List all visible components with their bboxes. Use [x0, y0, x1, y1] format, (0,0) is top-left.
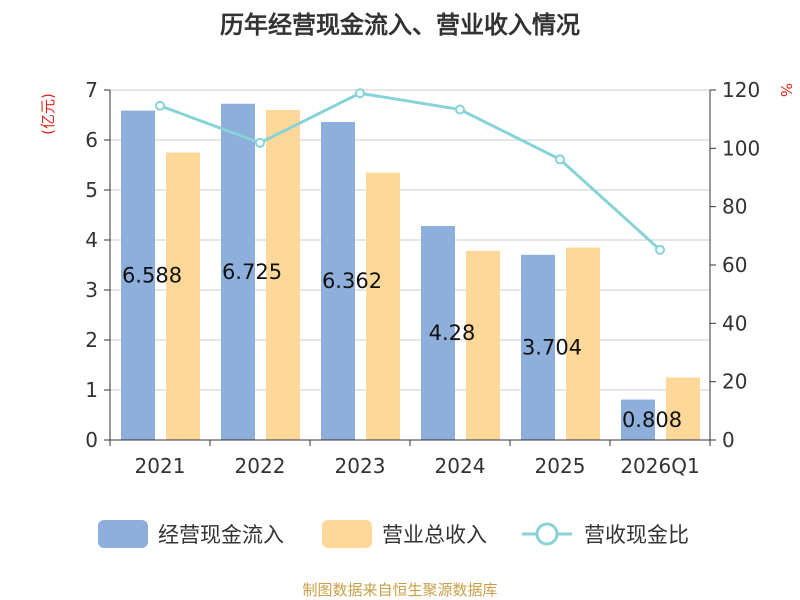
left-tick-label: 7	[85, 78, 98, 102]
legend-swatch	[98, 520, 148, 548]
line-point	[655, 244, 665, 255]
ratio-line	[155, 88, 665, 255]
legend-marker	[535, 522, 559, 546]
right-tick-label: 80	[722, 195, 747, 219]
axes: 0 1 2 3 4 5 6 7 0 20 40 60 80 100 120 2021 2022 2023 2024 2…	[85, 78, 760, 478]
legend-label: 营收现金比	[584, 523, 689, 547]
bar	[466, 251, 500, 440]
bar	[621, 399, 655, 440]
bars	[121, 103, 700, 441]
bar-value-label: 6.725	[222, 260, 282, 284]
source-note: 制图数据来自恒生聚源数据库	[302, 581, 497, 599]
right-tick-label: 60	[722, 253, 747, 277]
ratio-line-path	[159, 91, 662, 251]
x-tick-label: 2022	[235, 454, 286, 478]
right-tick-label: 120	[722, 78, 760, 102]
right-tick-label: 100	[722, 136, 760, 160]
line-point	[255, 137, 265, 148]
data-labels: 6.588 6.725 6.362 4.28 3.704 0.808	[122, 260, 682, 432]
left-tick-label: 3	[85, 278, 98, 302]
left-axis-unit: (亿元)	[39, 93, 57, 135]
bar-value-label: 4.28	[429, 321, 476, 345]
left-tick-label: 1	[85, 378, 98, 402]
left-tick-label: 2	[85, 328, 98, 352]
line-point	[555, 154, 565, 165]
left-tick-label: 5	[85, 178, 98, 202]
right-axis-unit: %	[777, 83, 795, 97]
bar-value-label: 0.808	[622, 408, 682, 432]
bar	[321, 121, 355, 441]
bar-value-label: 6.588	[122, 263, 182, 287]
left-tick-label: 6	[85, 128, 98, 152]
bar-value-label: 3.704	[522, 335, 582, 359]
left-tick-label: 4	[85, 228, 98, 252]
bar	[221, 103, 255, 440]
x-tick-label: 2021	[135, 454, 186, 478]
x-tick-label: 2025	[535, 454, 586, 478]
line-point	[455, 104, 465, 115]
bar-value-label: 6.362	[322, 269, 382, 293]
bar	[366, 172, 400, 440]
bar	[121, 110, 155, 440]
grid-lines	[110, 89, 710, 391]
line-point	[155, 100, 165, 111]
bar	[566, 247, 600, 440]
legend-swatch	[322, 520, 372, 548]
x-tick-label: 2023	[335, 454, 386, 478]
line-point	[355, 88, 365, 99]
bar	[421, 226, 455, 440]
legend-label: 经营现金流入	[158, 523, 284, 547]
left-tick-label: 0	[85, 428, 98, 452]
right-tick-label: 0	[722, 428, 735, 452]
bar	[166, 152, 200, 440]
bar	[521, 254, 555, 440]
chart-title: 历年经营现金流入、营业收入情况	[220, 11, 580, 39]
legend: 经营现金流入 营业总收入 营收现金比	[98, 520, 689, 548]
right-tick-label: 20	[722, 370, 747, 394]
x-tick-label: 2024	[435, 454, 486, 478]
x-tick-label: 2026Q1	[620, 454, 699, 478]
bar	[666, 377, 700, 440]
right-tick-label: 40	[722, 311, 747, 335]
bar	[266, 110, 300, 440]
legend-label: 营业总收入	[382, 523, 487, 547]
